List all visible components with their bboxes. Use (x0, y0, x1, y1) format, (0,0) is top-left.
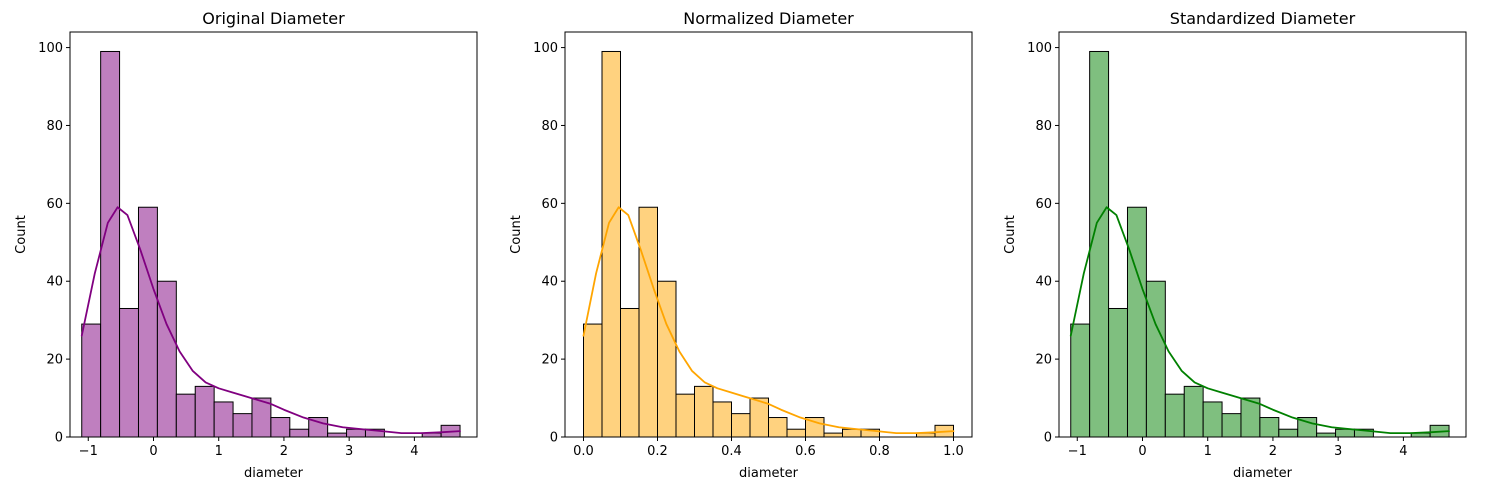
y-tick-label: 100 (38, 41, 63, 56)
x-tick-label: −1 (79, 444, 98, 459)
kde-line (80, 206, 461, 435)
histogram-bar (1070, 323, 1091, 438)
histogram-bar (1259, 417, 1280, 438)
y-axis-label: Count (14, 215, 29, 254)
histogram-bar (1316, 432, 1337, 438)
histogram-bar (213, 401, 234, 438)
histogram-bar (1221, 413, 1242, 438)
x-axis-label: diameter (739, 466, 799, 481)
histogram-bar (1164, 393, 1185, 438)
histogram-bar (620, 307, 640, 438)
histogram-bar (175, 393, 196, 438)
chart-title: Original Diameter (202, 9, 345, 28)
y-tick-label: 40 (1035, 275, 1052, 290)
x-tick-label: 2 (280, 444, 288, 459)
x-tick-label: 0.8 (869, 444, 890, 459)
y-tick-label: 40 (46, 275, 63, 290)
subplot-normalized-diameter: 0.0 0.2 0.4 0.6 0.8 1.0 0 20 40 60 80 100 Normalized… (509, 9, 973, 481)
histogram-bar (1278, 428, 1299, 438)
histogram-bar (638, 206, 658, 438)
y-tick-label: 60 (46, 197, 63, 212)
histogram-bar (842, 428, 862, 438)
chart-title: Normalized Diameter (683, 9, 854, 28)
y-tick-label: 100 (533, 41, 558, 56)
x-tick-label: 1 (215, 444, 223, 459)
histogram-bar (1183, 385, 1204, 438)
x-tick-label: 4 (410, 444, 418, 459)
histogram-bar (1089, 50, 1110, 438)
x-tick-label: 1.0 (943, 444, 964, 459)
y-tick-label: 0 (1044, 431, 1052, 446)
x-tick-label: 3 (1334, 444, 1342, 459)
x-tick-label: 0 (149, 444, 157, 459)
x-tick-label: −1 (1068, 444, 1087, 459)
y-tick-label: 80 (541, 119, 558, 134)
histogram-bar (823, 432, 843, 438)
y-tick-label: 60 (1035, 197, 1052, 212)
axes-frame (1058, 31, 1467, 438)
x-tick-label: 0.4 (721, 444, 742, 459)
kde-line (582, 206, 955, 435)
histogram-bar (768, 417, 788, 438)
x-tick-label: 1 (1204, 444, 1212, 459)
histogram-bar (1202, 401, 1223, 438)
chart-title: Standardized Diameter (1170, 9, 1356, 28)
histogram-bar (270, 417, 291, 438)
y-tick-label: 0 (550, 431, 558, 446)
y-axis-label: Count (509, 215, 524, 254)
histogram-bar (232, 413, 253, 438)
histogram-bar (81, 323, 102, 438)
y-axis-label: Count (1003, 215, 1018, 254)
histogram-bar (346, 428, 366, 438)
histogram-bar (137, 206, 158, 438)
histogram-bar (289, 428, 310, 438)
x-tick-label: 0.6 (795, 444, 816, 459)
histogram-bar (100, 50, 121, 438)
y-tick-label: 80 (46, 119, 63, 134)
x-tick-label: 0 (1138, 444, 1146, 459)
histogram-bar (194, 385, 215, 438)
y-tick-label: 40 (541, 275, 558, 290)
x-axis-label: diameter (1233, 466, 1293, 481)
histogram-bar (694, 385, 714, 438)
y-tick-label: 0 (55, 431, 63, 446)
y-tick-label: 20 (541, 353, 558, 368)
histogram-bar (583, 323, 603, 438)
histogram-bar (1108, 307, 1128, 438)
histogram-bar (712, 401, 732, 438)
x-tick-label: 4 (1399, 444, 1407, 459)
y-tick-label: 20 (1035, 353, 1052, 368)
y-tick-label: 60 (541, 197, 558, 212)
x-tick-label: 3 (345, 444, 353, 459)
histogram-bar (1335, 428, 1355, 438)
kde-line (1069, 206, 1450, 435)
x-tick-label: 2 (1269, 444, 1277, 459)
x-axis-label: diameter (244, 466, 304, 481)
histogram-bar (119, 307, 139, 438)
histogram-bar (786, 428, 806, 438)
axes-frame (69, 31, 478, 438)
histogram-bar (327, 432, 348, 438)
histogram-bar (731, 413, 751, 438)
histogram-bar (601, 50, 621, 438)
axes-frame (564, 31, 973, 438)
histogram-bar (1126, 206, 1147, 438)
y-tick-label: 80 (1035, 119, 1052, 134)
x-tick-label: 0.0 (573, 444, 594, 459)
y-tick-label: 100 (1027, 41, 1052, 56)
y-tick-label: 20 (46, 353, 63, 368)
histogram-bar (675, 393, 695, 438)
x-tick-label: 0.2 (647, 444, 668, 459)
